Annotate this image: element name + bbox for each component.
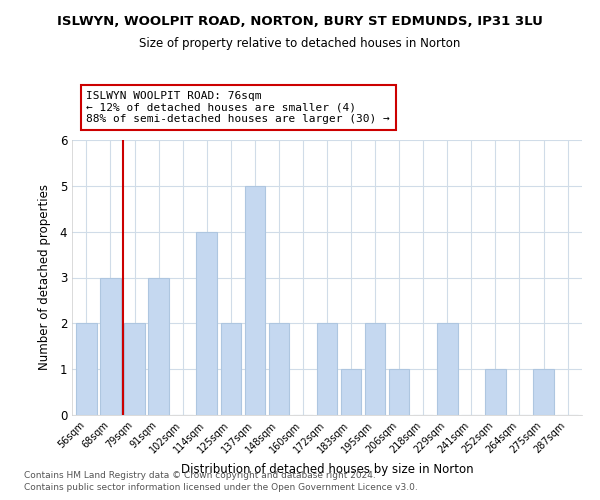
Text: ISLWYN, WOOLPIT ROAD, NORTON, BURY ST EDMUNDS, IP31 3LU: ISLWYN, WOOLPIT ROAD, NORTON, BURY ST ED… [57,15,543,28]
Bar [485,369,506,415]
Bar [269,324,289,415]
Y-axis label: Number of detached properties: Number of detached properties [38,184,52,370]
Bar [124,324,145,415]
Bar [245,186,265,415]
Bar [437,324,458,415]
Bar [533,369,554,415]
Bar [365,324,385,415]
Bar [317,324,337,415]
Bar [148,278,169,415]
Bar [76,324,97,415]
Bar [389,369,409,415]
Bar [100,278,121,415]
Bar [196,232,217,415]
Text: Size of property relative to detached houses in Norton: Size of property relative to detached ho… [139,38,461,51]
Bar [221,324,241,415]
Text: ISLWYN WOOLPIT ROAD: 76sqm
← 12% of detached houses are smaller (4)
88% of semi-: ISLWYN WOOLPIT ROAD: 76sqm ← 12% of deta… [86,91,390,124]
X-axis label: Distribution of detached houses by size in Norton: Distribution of detached houses by size … [181,463,473,476]
Text: Contains public sector information licensed under the Open Government Licence v3: Contains public sector information licen… [24,484,418,492]
Text: Contains HM Land Registry data © Crown copyright and database right 2024.: Contains HM Land Registry data © Crown c… [24,471,376,480]
Bar [341,369,361,415]
